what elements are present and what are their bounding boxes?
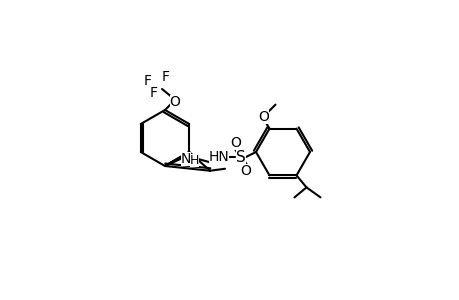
Text: S: S [235, 149, 246, 164]
Text: O: O [257, 110, 269, 124]
Text: H: H [189, 154, 198, 166]
Text: O: O [169, 95, 180, 109]
Text: O: O [240, 164, 251, 178]
Text: F: F [144, 74, 151, 88]
Text: N: N [181, 152, 191, 166]
Text: F: F [150, 86, 157, 100]
Text: O: O [230, 136, 241, 150]
Text: HN: HN [208, 150, 229, 164]
Text: F: F [162, 70, 170, 84]
